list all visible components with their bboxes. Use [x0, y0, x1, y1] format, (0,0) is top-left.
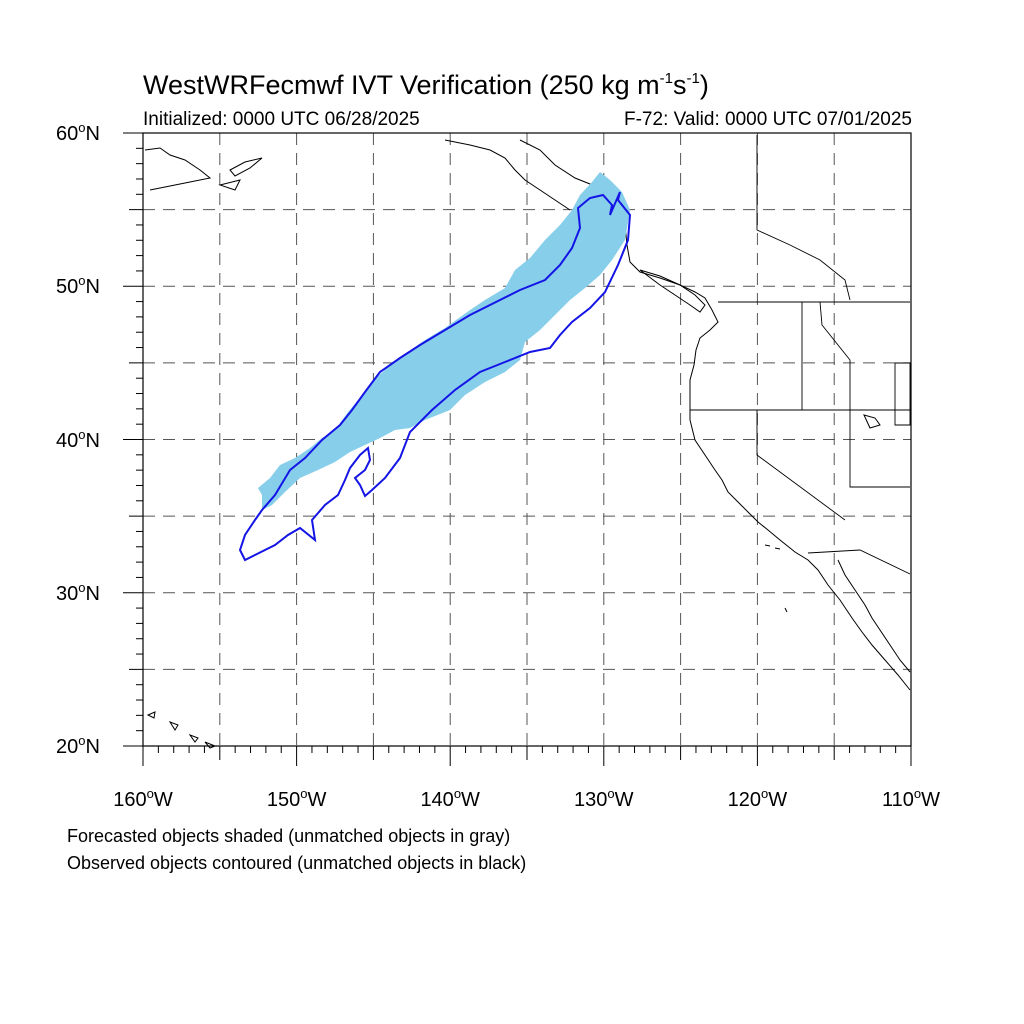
- lon-label: 120oW: [727, 786, 788, 811]
- alaska-coast-line-2: [444, 139, 571, 211]
- lat-label: 60oN: [56, 120, 100, 145]
- lon-label: 130oW: [574, 786, 634, 811]
- border-lines: [690, 135, 911, 575]
- valid-label: F-72: Valid: 0000 UTC 07/01/2025: [624, 109, 912, 130]
- lon-label: 150oW: [266, 786, 327, 811]
- lon-label: 160oW: [113, 786, 173, 811]
- hawaii-islands: [146, 711, 217, 749]
- vancouver-island: [639, 269, 706, 313]
- forecast-object-shaded: [258, 172, 630, 510]
- lat-lon-grid: [143, 133, 911, 746]
- forecast-note: Forecasted objects shaded (unmatched obj…: [67, 826, 511, 846]
- salton-lake: [863, 414, 881, 429]
- initialized-label: Initialized: 0000 UTC 06/28/2025: [143, 109, 420, 130]
- observed-object-contour: [238, 191, 632, 562]
- alaska-coast-line: [144, 147, 212, 191]
- lon-label: 140oW: [420, 786, 480, 811]
- baja-coast-line: [837, 559, 911, 673]
- channel-islands: [764, 544, 788, 613]
- lat-label: 30oN: [56, 579, 100, 605]
- observed-note: Observed objects contoured (unmatched ob…: [67, 853, 527, 873]
- alaska-islands: [218, 157, 263, 191]
- lon-label: 110oW: [881, 786, 941, 811]
- lat-label: 40oN: [56, 426, 100, 452]
- lat-label: 50oN: [56, 273, 100, 299]
- axis-ticks: [123, 132, 912, 766]
- chart-title: WestWRFecmwf IVT Verification (250 kg m-…: [143, 70, 709, 100]
- lat-label: 20oN: [56, 733, 100, 758]
